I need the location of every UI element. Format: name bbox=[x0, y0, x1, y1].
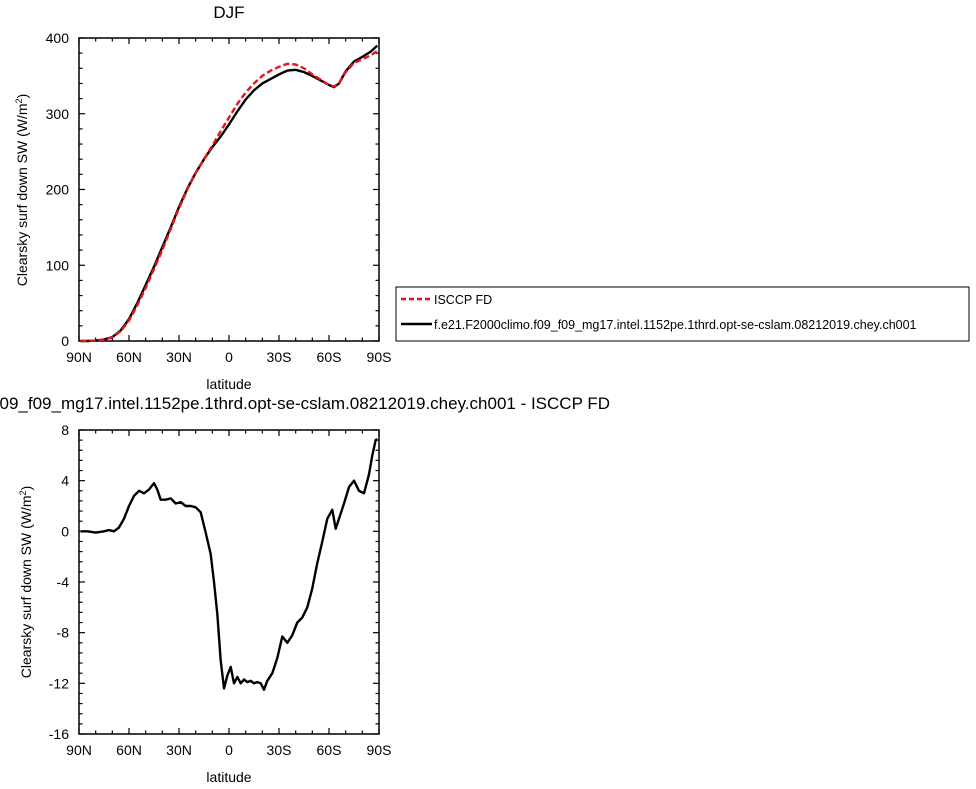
bottom-x-tick-label: 90N bbox=[66, 742, 92, 758]
top-y-tick-label: 400 bbox=[46, 30, 70, 46]
top-plot-frame bbox=[78, 37, 380, 342]
top-x-tick-label: 0 bbox=[225, 349, 233, 365]
bottom-x-tick-label: 60N bbox=[116, 742, 142, 758]
top-x-axis-label: latitude bbox=[206, 376, 251, 392]
top-x-tick-label: 30S bbox=[267, 349, 292, 365]
top-x-tick-label: 90S bbox=[367, 349, 392, 365]
top-y-tick-label: 200 bbox=[46, 182, 70, 198]
legend-isccp-label: ISCCP FD bbox=[434, 293, 492, 307]
top-chart-title: DJF bbox=[213, 3, 244, 22]
top-y-tick-label: 100 bbox=[46, 257, 70, 273]
bottom-y-tick-label: -12 bbox=[49, 675, 69, 691]
bottom-series-lines bbox=[80, 437, 379, 691]
top-y-tick-label: 0 bbox=[61, 333, 69, 349]
top-series-line-isccp-fd bbox=[80, 49, 378, 343]
top-panel: DJF 90N 60N 30N 0 30S 60S 90S 0 100 200 300 400 la… bbox=[14, 3, 391, 392]
bottom-y-tick-label: 8 bbox=[61, 422, 69, 438]
bottom-x-tick-label: 60S bbox=[317, 742, 342, 758]
bottom-plot-frame bbox=[78, 429, 380, 735]
top-series-line-model bbox=[80, 44, 379, 343]
bottom-x-ticks: 90N 60N 30N 0 30S 60S 90S bbox=[66, 430, 391, 758]
bottom-y-tick-label: -4 bbox=[57, 574, 70, 590]
bottom-y-tick-label: -8 bbox=[57, 625, 70, 641]
top-y-tick-label: 300 bbox=[46, 106, 70, 122]
top-x-tick-label: 60N bbox=[116, 349, 142, 365]
top-x-tick-label: 60S bbox=[317, 349, 342, 365]
bottom-x-tick-label: 90S bbox=[367, 742, 392, 758]
bottom-x-tick-label: 30N bbox=[166, 742, 192, 758]
top-x-tick-label: 30N bbox=[166, 349, 192, 365]
bottom-y-ticks: -16 -12 -8 -4 0 4 8 bbox=[49, 422, 379, 742]
bottom-y-tick-label: 0 bbox=[61, 523, 69, 539]
bottom-x-tick-label: 30S bbox=[267, 742, 292, 758]
bottom-series-line-model bbox=[80, 437, 379, 691]
top-y-axis-label: Clearsky surf down SW (W/m2) bbox=[14, 94, 30, 287]
top-x-tick-label: 90N bbox=[66, 349, 92, 365]
top-x-ticks: 90N 60N 30N 0 30S 60S 90S bbox=[66, 38, 391, 365]
bottom-x-tick-label: 0 bbox=[225, 742, 233, 758]
bottom-x-axis-label: latitude bbox=[206, 769, 251, 785]
bottom-y-tick-label: 4 bbox=[61, 473, 69, 489]
legend-box bbox=[395, 286, 970, 342]
bottom-y-axis-label: Clearsky surf down SW (W/m2) bbox=[18, 486, 34, 679]
bottom-chart-title: f.e21.F2000climo.f09_f09_mg17.intel.1152… bbox=[0, 394, 610, 413]
legend: ISCCP FD f.e21.F2000climo.f09_f09_mg17.i… bbox=[395, 286, 970, 342]
top-y-ticks: 0 100 200 300 400 bbox=[46, 30, 379, 349]
bottom-y-tick-label: -16 bbox=[49, 726, 69, 742]
bottom-panel: f.e21.F2000climo.f09_f09_mg17.intel.1152… bbox=[0, 394, 610, 785]
legend-model-label: f.e21.F2000climo.f09_f09_mg17.intel.1152… bbox=[434, 318, 917, 332]
top-series-lines bbox=[80, 44, 379, 343]
